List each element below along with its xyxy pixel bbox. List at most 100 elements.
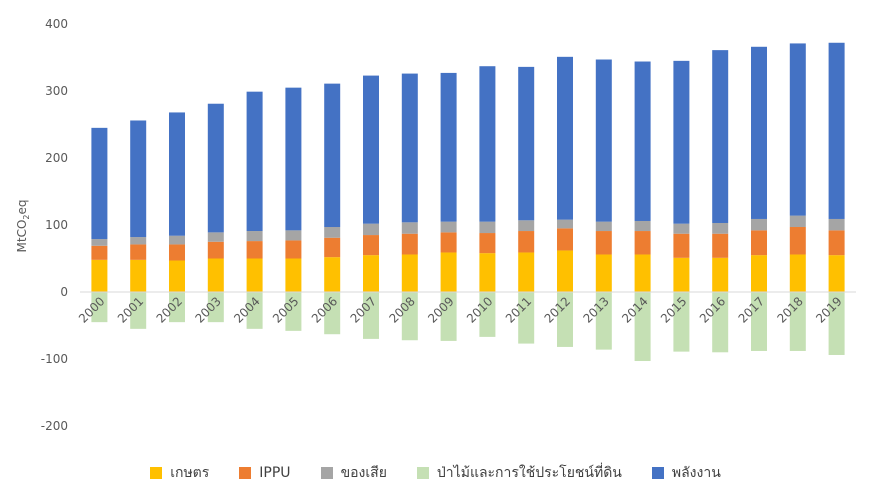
bar-2000-series-1 [91,245,108,260]
bar-2019-series-2 [828,218,845,231]
bar-2014-series-1 [634,231,651,255]
legend: เกษตร IPPU ของเสีย ป่าไม้และการใช้ประโยชน์ท… [0,462,871,484]
legend-item-0: เกษตร [150,462,209,484]
bar-2009-series-1 [440,232,457,253]
bar-2008-series-4 [401,73,418,223]
bar-2005-series-1 [285,240,302,259]
bar-2008-series-0 [401,254,418,292]
bar-2014-series-4 [634,61,651,221]
legend-label: พลังงาน [671,465,721,481]
bar-2017-series-0 [751,255,767,292]
bar-2015-series-3 [673,292,690,352]
bar-2011-series-4 [518,66,535,221]
legend-swatch [239,467,252,479]
bar-2000-series-4 [91,127,108,240]
bar-2007-series-3 [363,292,379,339]
bar-2019-series-0 [828,255,845,292]
bar-2001-series-3 [130,292,147,329]
bar-2006-series-3 [324,292,341,335]
legend-swatch [651,467,664,479]
bars [91,42,845,362]
bar-2003-series-4 [207,103,224,233]
bar-2003-series-0 [207,258,224,292]
bar-2014-series-0 [634,254,651,292]
bar-2012-series-1 [557,228,573,251]
bar-2001-series-4 [130,120,147,238]
legend-swatch [150,467,163,479]
bar-2000-series-2 [91,239,108,246]
legend-label: เกษตร [170,465,210,481]
bar-2005-series-0 [285,258,302,292]
bar-2005-series-3 [285,292,302,331]
bar-2004-series-1 [246,241,263,259]
bar-2016-series-4 [712,50,729,223]
bar-2010-series-0 [479,253,496,292]
bar-2019-series-4 [828,42,845,219]
bar-2001-series-1 [130,244,147,260]
bar-2004-series-0 [246,258,263,292]
bar-2018-series-1 [789,227,806,255]
y-tick-label: -200 [41,419,68,433]
bar-2016-series-3 [712,292,729,353]
chart-svg: MtCO2eq 400 300 200 100 0 -100 -200 2000 2001 20… [15,17,856,433]
bar-2000-series-3 [91,292,108,323]
bar-2004-series-4 [246,91,263,232]
bar-2006-series-2 [324,227,341,238]
bar-2019-series-1 [828,230,845,256]
bar-2014-series-2 [634,220,651,232]
bar-2015-series-0 [673,257,690,292]
bar-2011-series-0 [518,252,535,292]
y-tick-label: 400 [45,17,68,31]
bar-2018-series-0 [789,254,806,292]
y-axis-label: MtCO2eq [15,200,31,253]
bar-2009-series-4 [440,72,457,222]
bar-2016-series-1 [712,233,729,258]
bar-2019-series-3 [828,292,845,355]
legend-item-3: ป่าไม้และการใช้ประโยชน์ที่ดิน [416,462,622,484]
bar-2006-series-4 [324,83,341,228]
bar-2012-series-0 [557,250,573,292]
bar-2009-series-2 [440,221,457,233]
bar-2006-series-1 [324,237,341,258]
bar-2013-series-3 [595,292,612,350]
bar-2002-series-3 [169,292,185,323]
bar-2008-series-2 [401,222,418,234]
bar-2018-series-3 [789,292,806,351]
bar-2015-series-4 [673,60,690,224]
bar-2008-series-1 [401,233,418,255]
bar-2017-series-2 [751,218,767,231]
bar-2006-series-0 [324,257,341,292]
bar-2016-series-0 [712,257,729,292]
bar-2007-series-0 [363,255,379,292]
bar-2017-series-3 [751,292,767,351]
bar-2003-series-1 [207,241,224,259]
bar-2010-series-3 [479,292,496,337]
bar-2004-series-3 [246,292,263,329]
legend-swatch [320,467,333,479]
y-tick-label: -100 [41,352,68,366]
y-tick-label: 200 [45,151,68,165]
bar-2010-series-4 [479,66,496,222]
bar-2012-series-2 [557,219,573,229]
y-tick-label: 0 [60,285,68,299]
bar-2011-series-1 [518,231,535,253]
bar-2014-series-3 [634,292,651,362]
bar-2005-series-4 [285,87,302,231]
legend-label: IPPU [259,465,291,481]
bar-2003-series-2 [207,232,224,242]
legend-item-1: IPPU [239,462,291,484]
legend-item-4: พลังงาน [651,462,721,484]
bar-2008-series-3 [401,292,418,341]
y-tick-label: 300 [45,84,68,98]
legend-swatch [416,467,429,479]
bar-2002-series-2 [169,235,185,245]
bar-2011-series-2 [518,220,535,232]
bar-2011-series-3 [518,292,535,344]
y-axis-label-group: MtCO2eq [15,200,31,253]
bar-2001-series-2 [130,237,147,245]
bar-2018-series-2 [789,215,806,228]
bar-2009-series-3 [440,292,457,341]
legend-item-2: ของเสีย [320,462,387,484]
bar-2015-series-1 [673,233,690,258]
